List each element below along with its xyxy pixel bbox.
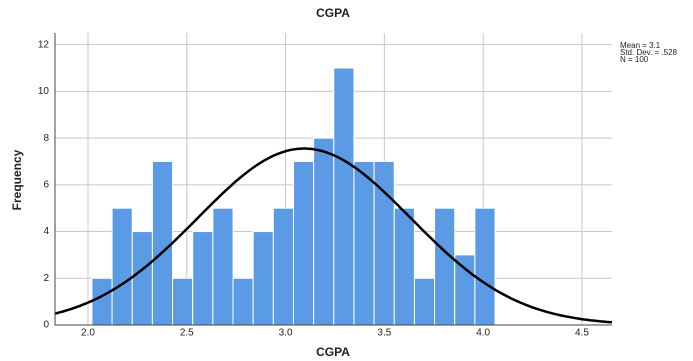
y-tick-label: 2 bbox=[43, 273, 49, 284]
y-tick-label: 4 bbox=[43, 226, 49, 237]
bar bbox=[91, 277, 113, 326]
chart-title: CGPA bbox=[316, 6, 350, 20]
bar bbox=[172, 277, 194, 326]
normal-curve bbox=[54, 147, 613, 324]
bar bbox=[454, 254, 476, 326]
bar bbox=[131, 231, 153, 326]
y-tick-label: 6 bbox=[43, 179, 49, 190]
stat-annotation: Std. Dev. = .528 bbox=[620, 48, 678, 57]
bar bbox=[313, 137, 335, 326]
bar bbox=[151, 160, 174, 326]
bar bbox=[272, 207, 294, 326]
bar bbox=[353, 160, 375, 326]
x-tick-label: 2.0 bbox=[81, 328, 95, 339]
y-tick-label: 8 bbox=[43, 133, 49, 144]
bar bbox=[474, 207, 496, 326]
bar bbox=[393, 207, 415, 326]
stat-annotation: N = 100 bbox=[620, 55, 649, 64]
bar bbox=[333, 67, 355, 326]
bar bbox=[111, 207, 133, 326]
bar bbox=[212, 207, 234, 326]
y-tick-label: 0 bbox=[43, 320, 49, 331]
x-tick-label: 3.0 bbox=[279, 328, 293, 339]
bar bbox=[252, 231, 274, 326]
x-tick-label: 4.5 bbox=[575, 328, 589, 339]
bar bbox=[413, 277, 436, 326]
y-tick-label: 10 bbox=[38, 86, 50, 97]
bar bbox=[192, 231, 214, 326]
x-tick-label: 2.5 bbox=[180, 328, 194, 339]
bar bbox=[232, 277, 254, 326]
x-tick-label: 4.0 bbox=[476, 328, 490, 339]
x-tick-label: 3.5 bbox=[377, 328, 391, 339]
stat-annotation: Mean = 3.1 bbox=[620, 41, 661, 50]
bar bbox=[434, 207, 456, 326]
x-axis-label: CGPA bbox=[316, 345, 350, 359]
y-axis-label: Frequency bbox=[10, 149, 24, 210]
bar bbox=[292, 160, 315, 326]
y-tick-label: 12 bbox=[38, 39, 50, 50]
